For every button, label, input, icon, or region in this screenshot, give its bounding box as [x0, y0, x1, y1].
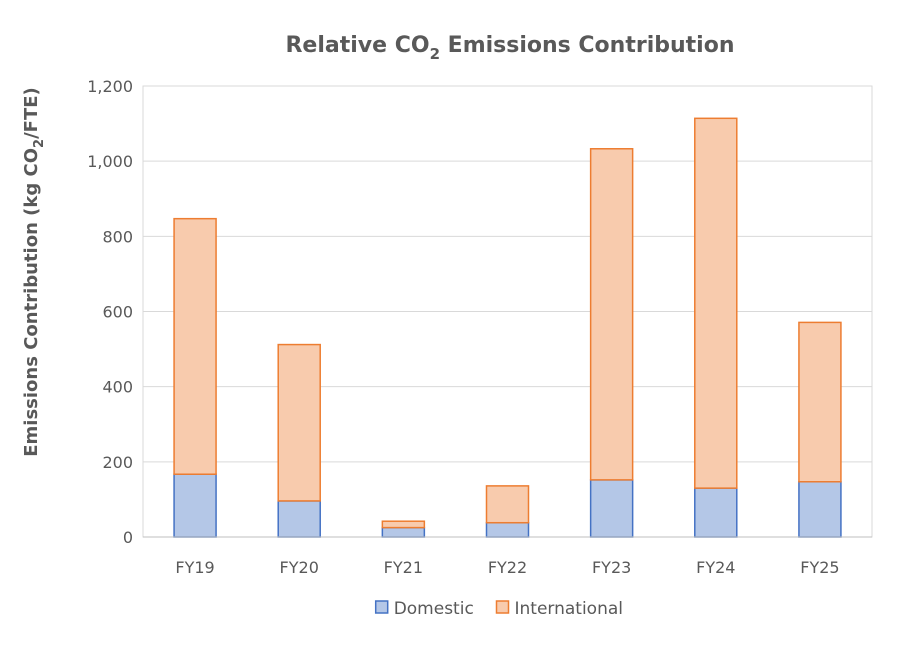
x-tick-label-fy19: FY19 [175, 558, 214, 577]
x-axis-ticks: FY19 FY20 FY21 FY22 FY23 FY24 FY25 [175, 558, 839, 577]
y-tick-label-0: 0 [123, 528, 133, 547]
y-tick-label-200: 200 [102, 453, 133, 472]
y-tick-label-1200: 1,200 [87, 77, 133, 96]
bar-international-fy21 [381, 520, 426, 529]
legend: Domestic International [374, 599, 624, 619]
legend-swatch-domestic [374, 600, 389, 614]
bar-domestic-fy23 [589, 479, 634, 538]
x-tick-label-fy23: FY23 [592, 558, 631, 577]
y-tick-label-400: 400 [102, 378, 133, 397]
legend-swatch-international [495, 600, 510, 614]
y-axis-ticks: 0 200 400 600 800 1,000 1,200 [87, 77, 133, 547]
bar-international-fy22 [485, 485, 530, 524]
chart-title-subscript: 2 [430, 45, 440, 63]
x-tick-label-fy20: FY20 [280, 558, 319, 577]
bar-international-fy24 [694, 117, 738, 489]
y-tick-label-1000: 1,000 [87, 152, 133, 171]
bar-international-fy25 [798, 321, 842, 483]
bar-international-fy19 [173, 217, 217, 475]
chart-title-suffix: Emissions Contribution [440, 33, 735, 58]
bar-international-fy20 [277, 343, 321, 502]
y-tick-label-800: 800 [102, 227, 133, 246]
x-tick-label-fy25: FY25 [800, 558, 839, 577]
x-tick-label-fy22: FY22 [488, 558, 527, 577]
bar-domestic-fy21 [381, 526, 426, 538]
x-tick-label-fy21: FY21 [384, 558, 423, 577]
legend-label-domestic: Domestic [394, 599, 474, 619]
y-axis-title-suffix: /FTE) [21, 87, 42, 139]
bar-domestic-fy22 [485, 521, 530, 538]
bar-international-fy23 [589, 148, 634, 481]
bars [173, 117, 842, 538]
bar-domestic-fy19 [173, 473, 217, 538]
y-axis-title-prefix: Emissions Contribution (kg CO [21, 148, 42, 457]
gridlines [142, 85, 873, 538]
bar-domestic-fy25 [798, 481, 842, 538]
y-axis-title-subscript: 2 [32, 139, 47, 148]
bar-domestic-fy24 [694, 487, 738, 538]
chart-title: Relative CO2 Emissions Contribution [285, 33, 734, 63]
bar-domestic-fy20 [277, 500, 321, 538]
y-tick-label-600: 600 [102, 303, 133, 322]
x-tick-label-fy24: FY24 [696, 558, 735, 577]
legend-label-international: International [515, 599, 624, 619]
y-axis-title: Emissions Contribution (kg CO2/FTE) [21, 87, 47, 457]
chart-title-prefix: Relative CO [285, 33, 429, 58]
